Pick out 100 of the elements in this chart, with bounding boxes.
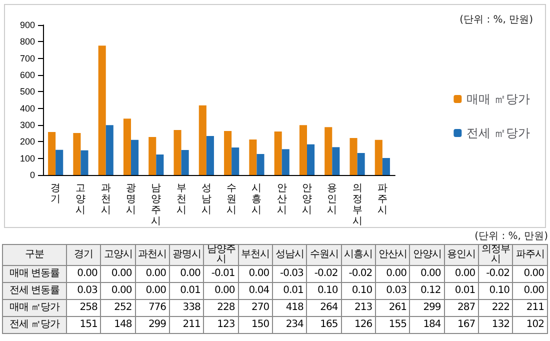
bar — [282, 149, 290, 175]
category-label: 용인시 — [444, 244, 479, 266]
bar — [73, 133, 81, 175]
category-label: 안양시 — [410, 244, 444, 266]
data-label: 150 — [238, 316, 273, 334]
data-label: 776 — [135, 300, 170, 316]
bar — [299, 125, 307, 175]
category-label: 남양주시 — [204, 244, 238, 266]
legend-label: 전세 변동률 — [2, 282, 66, 300]
legend-label: 전세 ㎡당가 — [2, 316, 66, 334]
data-label: 0.00 — [512, 282, 548, 300]
x-tick-label: 안산시 — [276, 183, 287, 216]
category-label: 부천시 — [238, 244, 273, 266]
data-label: 0.12 — [410, 282, 444, 300]
y-tick-label: 900 — [20, 20, 35, 30]
legend-label: 매매 변동률 — [2, 266, 66, 282]
data-label: 132 — [478, 316, 513, 334]
category-label: 과천시 — [135, 244, 170, 266]
data-label: 0.00 — [444, 266, 479, 282]
bar — [249, 140, 257, 175]
y-tick-label: 400 — [20, 103, 35, 114]
bar — [274, 132, 282, 175]
bar — [148, 137, 156, 175]
bar — [106, 125, 114, 175]
y-tick-label: 200 — [20, 136, 35, 147]
bar — [224, 131, 232, 175]
bar — [350, 138, 358, 175]
data-label: 211 — [512, 300, 548, 316]
data-label: 0.00 — [135, 266, 170, 282]
x-tick-label: 성남시 — [201, 183, 212, 216]
x-tick-label: 남양주시 — [151, 183, 162, 227]
data-label: 0.01 — [444, 282, 479, 300]
data-label: 234 — [272, 316, 307, 334]
bar — [232, 148, 240, 175]
category-label: 안산시 — [376, 244, 410, 266]
bar — [156, 154, 164, 175]
bar — [206, 136, 214, 175]
data-label: 338 — [170, 300, 204, 316]
data-label: 418 — [272, 300, 307, 316]
legend-label: 매매 ㎡당가 — [2, 300, 66, 316]
y-tick-label: 0 — [30, 170, 35, 180]
y-tick-label: 100 — [20, 153, 35, 164]
data-label: 0.00 — [204, 282, 238, 300]
x-tick-label: 고양시 — [76, 183, 86, 216]
bar — [374, 140, 382, 175]
bar — [123, 118, 131, 175]
data-label: 222 — [478, 300, 513, 316]
data-label: 213 — [341, 300, 376, 316]
data-label: -0.01 — [204, 266, 238, 282]
data-label: 184 — [410, 316, 444, 334]
data-label: 0.00 — [410, 266, 444, 282]
data-label: 102 — [512, 316, 548, 334]
data-label: -0.02 — [478, 266, 513, 282]
text: 구분 — [2, 244, 66, 266]
x-tick-label: 의정부시 — [352, 183, 362, 227]
data-label: 0.00 — [512, 266, 548, 282]
x-tick-label: 시흥시 — [252, 183, 262, 216]
x-tick-label: 안양시 — [302, 183, 312, 216]
data-label: 270 — [238, 300, 273, 316]
bar — [98, 46, 106, 175]
data-label: -0.03 — [272, 266, 307, 282]
data-label: 0.00 — [376, 266, 410, 282]
legend-label: 전세 ㎡당가 — [466, 126, 530, 140]
y-tick-label: 600 — [20, 70, 35, 80]
bar — [56, 150, 64, 175]
x-tick-label: 파주시 — [377, 183, 388, 216]
bar — [357, 153, 365, 175]
data-label: 0.03 — [376, 282, 410, 300]
category-label: 성남시 — [272, 244, 307, 266]
y-tick-label: 800 — [20, 36, 35, 47]
data-label: 261 — [376, 300, 410, 316]
data-label: 0.01 — [170, 282, 204, 300]
bar — [80, 150, 88, 175]
x-tick-label: 부천시 — [176, 183, 186, 216]
category-label: 경기 — [66, 244, 101, 266]
data-label: 123 — [204, 316, 238, 334]
data-label: 287 — [444, 300, 479, 316]
data-label: 126 — [341, 316, 376, 334]
x-tick-label: 광명시 — [126, 183, 136, 216]
data-label: 258 — [66, 300, 101, 316]
bar — [198, 105, 206, 175]
bar — [131, 140, 139, 175]
category-label: 수원시 — [306, 244, 342, 266]
data-label: 264 — [306, 300, 342, 316]
data-label: 167 — [444, 316, 479, 334]
data-label: 0.00 — [135, 282, 170, 300]
category-label: 고양시 — [100, 244, 136, 266]
data-label: 0.00 — [100, 266, 136, 282]
category-label: 파주시 — [512, 244, 548, 266]
x-tick-label: 경기 — [50, 183, 61, 205]
legend-label: 매매 ㎡당가 — [466, 92, 530, 106]
data-label: 0.00 — [238, 266, 273, 282]
data-label: 252 — [100, 300, 136, 316]
x-tick-label: 수원시 — [226, 183, 237, 216]
bar — [332, 147, 340, 175]
data-label: 148 — [100, 316, 136, 334]
x-tick-label: 과천시 — [100, 183, 111, 216]
bar — [307, 144, 315, 175]
x-tick-label: 용인시 — [327, 183, 338, 216]
data-label: -0.02 — [306, 266, 342, 282]
